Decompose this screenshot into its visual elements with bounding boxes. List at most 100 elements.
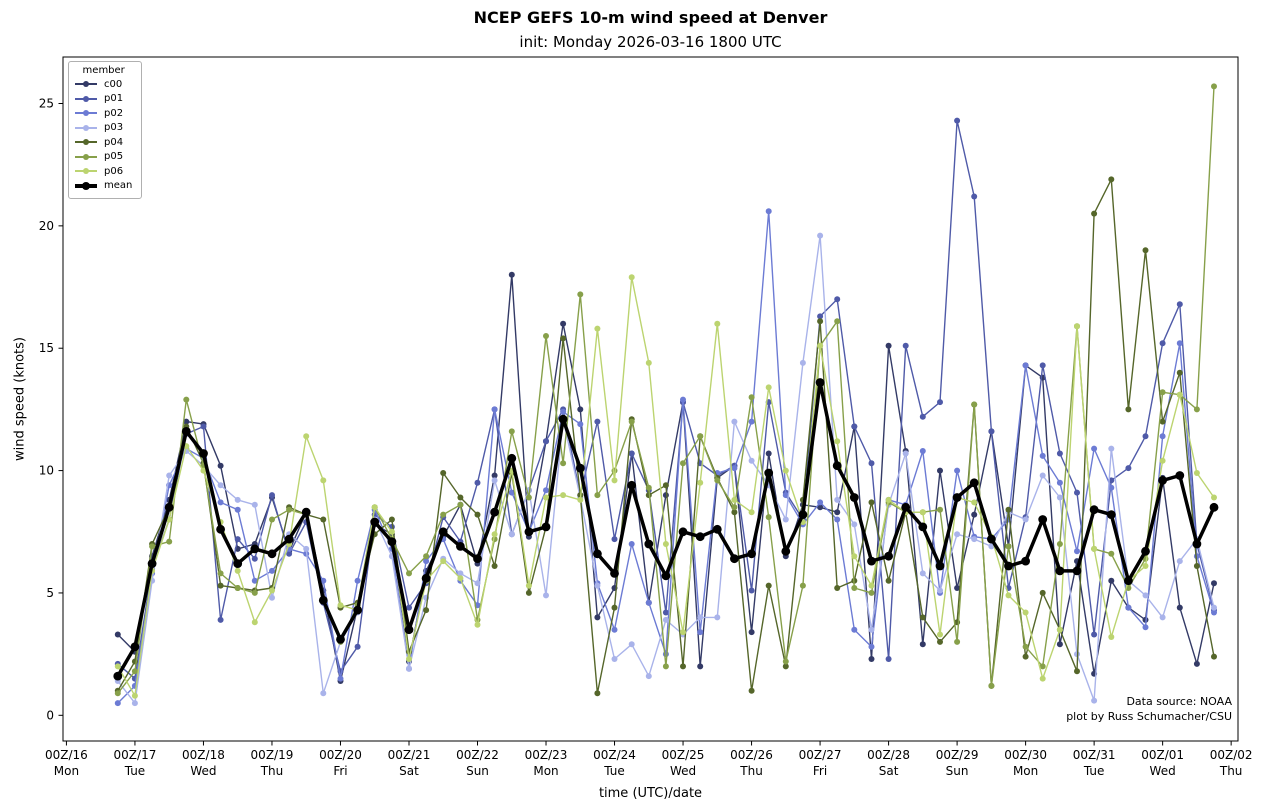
data-point-p01 <box>594 418 601 425</box>
data-point-p04 <box>1022 653 1029 660</box>
data-point-mean <box>1158 476 1167 485</box>
data-point-p06 <box>577 496 584 503</box>
data-point-p06 <box>337 602 344 609</box>
legend-item-p02: p02 <box>75 106 132 121</box>
data-point-mean <box>764 468 774 478</box>
data-point-p04 <box>423 607 430 614</box>
data-point-p06 <box>543 494 549 501</box>
data-point-p05 <box>286 506 293 513</box>
x-tick-label-time: 00Z/22 <box>456 748 499 762</box>
data-point-p06 <box>525 582 532 589</box>
x-tick-label-time: 00Z/20 <box>319 748 362 762</box>
data-point-p06 <box>1091 545 1098 552</box>
data-point-p03 <box>817 232 824 239</box>
chart-title: NCEP GEFS 10-m wind speed at Denver <box>473 8 828 27</box>
data-point-p03 <box>611 656 618 662</box>
data-point-p01 <box>817 313 824 320</box>
data-point-p03 <box>937 587 943 594</box>
data-point-p01 <box>406 604 412 611</box>
data-point-mean <box>575 463 585 473</box>
x-tick-label-time: 00Z/23 <box>525 748 568 762</box>
data-point-mean <box>815 378 825 387</box>
data-point-p03 <box>834 496 841 503</box>
legend-label-p03: p03 <box>104 122 124 134</box>
data-point-p02 <box>423 558 430 565</box>
data-point-p02 <box>1176 340 1183 347</box>
data-point-p03 <box>1108 445 1115 452</box>
data-point-p03 <box>731 418 738 425</box>
data-point-p03 <box>406 665 412 672</box>
data-point-p02 <box>645 599 652 606</box>
data-point-p01 <box>988 428 995 435</box>
data-point-p04 <box>217 582 224 589</box>
data-point-p04 <box>1159 418 1166 425</box>
data-point-mean <box>695 532 705 542</box>
legend-item-c00: c00 <box>75 77 132 92</box>
data-point-p03 <box>748 457 755 464</box>
data-point-p01 <box>1142 433 1149 440</box>
data-point-p03 <box>303 545 310 552</box>
legend-marker-p02 <box>75 108 97 118</box>
data-point-p05 <box>149 543 156 550</box>
data-point-p02 <box>680 396 686 403</box>
data-point-p02 <box>1159 433 1166 440</box>
data-point-p03 <box>851 521 858 528</box>
data-point-p04 <box>937 638 943 645</box>
data-point-p05 <box>114 690 121 697</box>
data-point-p06 <box>1056 626 1063 633</box>
data-point-p03 <box>1091 697 1098 704</box>
data-point-p03 <box>782 516 789 523</box>
data-point-p03 <box>166 472 173 479</box>
data-point-c00 <box>954 585 961 591</box>
data-point-p02 <box>697 629 704 636</box>
data-point-p06 <box>457 575 464 582</box>
data-point-p06 <box>868 582 875 589</box>
data-point-mean <box>781 546 791 556</box>
data-point-p06 <box>1022 609 1029 616</box>
data-point-p05 <box>988 682 995 689</box>
data-point-p02 <box>868 643 875 650</box>
annotation-data-source: Data source: NOAA <box>1126 695 1232 708</box>
data-point-mean <box>901 502 911 512</box>
data-point-p04 <box>388 516 395 523</box>
data-point-c00 <box>937 467 943 474</box>
data-point-mean <box>199 449 208 458</box>
data-point-mean <box>216 524 226 534</box>
data-point-p02 <box>628 541 635 547</box>
data-point-p06 <box>234 567 241 574</box>
data-point-p06 <box>594 325 601 332</box>
data-point-p06 <box>388 528 395 535</box>
data-point-mean <box>181 427 191 436</box>
data-point-p06 <box>406 656 412 662</box>
data-point-p02 <box>1039 452 1046 459</box>
data-point-p01 <box>1074 489 1080 496</box>
data-point-p01 <box>748 587 755 594</box>
data-point-c00 <box>1056 641 1063 648</box>
x-tick-label-day: Fri <box>813 764 827 778</box>
data-point-p05 <box>971 401 978 408</box>
x-tick-label-time: 00Z/17 <box>114 748 157 762</box>
data-point-p03 <box>508 531 515 538</box>
data-point-p05 <box>954 638 961 645</box>
data-point-p03 <box>1056 494 1063 501</box>
data-point-mean <box>610 569 619 578</box>
data-point-p06 <box>1074 323 1080 330</box>
data-point-mean <box>456 542 465 551</box>
data-point-mean <box>712 524 722 534</box>
data-point-mean <box>267 549 277 559</box>
data-point-mean <box>233 559 243 568</box>
data-point-p01 <box>1056 450 1063 457</box>
data-point-p04 <box>817 318 824 325</box>
data-point-p03 <box>1039 472 1046 479</box>
data-point-p02 <box>611 626 618 633</box>
data-point-p01 <box>474 479 481 486</box>
legend-marker-p04 <box>75 137 97 147</box>
data-point-p04 <box>320 516 327 523</box>
data-point-p03 <box>902 450 909 457</box>
data-point-p01 <box>937 399 943 406</box>
x-tick-label-day: Sat <box>879 764 899 778</box>
data-point-mean <box>1038 515 1048 524</box>
x-tick-label-time: 00Z/01 <box>1141 748 1184 762</box>
legend-item-mean: mean <box>75 179 132 194</box>
